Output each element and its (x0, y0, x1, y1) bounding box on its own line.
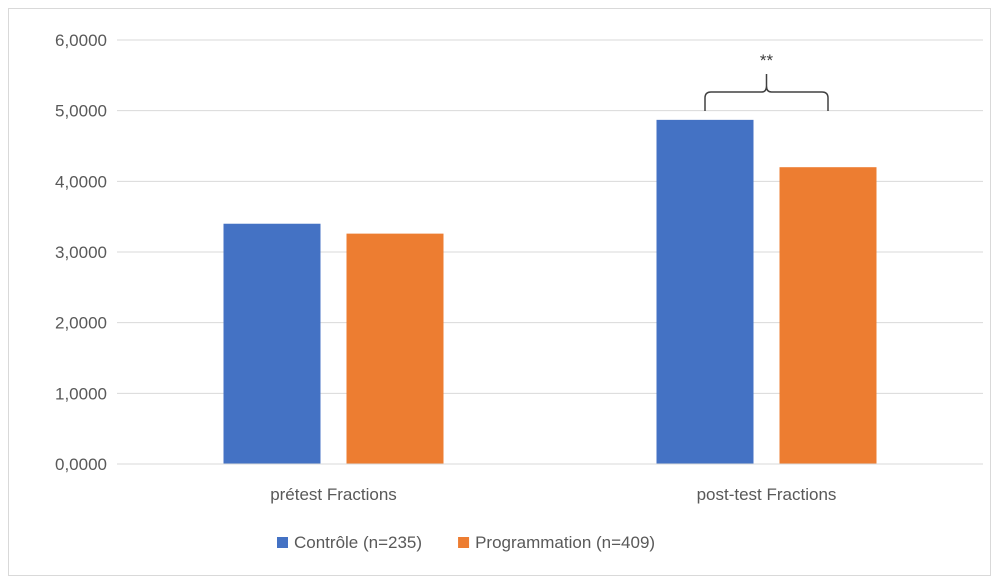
y-tick-label: 4,0000 (55, 172, 107, 191)
legend-swatch (458, 537, 470, 548)
y-tick-label: 1,0000 (55, 384, 107, 403)
significance-annotation: ** (704, 51, 829, 111)
bar (346, 233, 444, 464)
y-tick-label: 6,0000 (55, 31, 107, 50)
y-tick-label: 3,0000 (55, 243, 107, 262)
y-tick-label: 2,0000 (55, 314, 107, 333)
bar (223, 223, 321, 464)
legend: Contrôle (n=235) Programmation (n=409) (277, 533, 655, 552)
significance-brace (704, 74, 829, 111)
bar (656, 119, 754, 464)
x-category-label: post-test Fractions (697, 485, 837, 504)
significance-label: ** (760, 51, 774, 70)
bars (223, 119, 877, 464)
x-axis-categories: prétest Fractions post-test Fractions (270, 485, 836, 504)
y-tick-label: 0,0000 (55, 455, 107, 474)
x-category-label: prétest Fractions (270, 485, 397, 504)
legend-swatch (277, 537, 288, 548)
legend-label: Programmation (n=409) (475, 533, 655, 552)
y-axis-ticks: 0,0000 1,0000 2,0000 3,0000 4,0000 5,0000 6,00… (55, 31, 107, 474)
legend-label: Contrôle (n=235) (294, 533, 422, 552)
bar (779, 167, 877, 464)
y-tick-label: 5,0000 (55, 102, 107, 121)
